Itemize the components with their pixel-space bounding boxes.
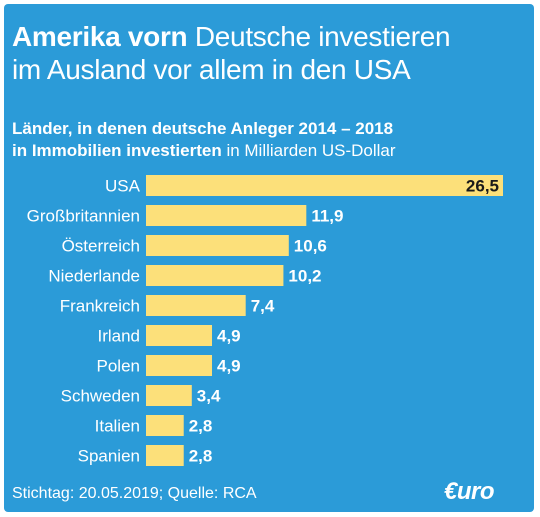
category-label: Irland [97, 327, 140, 346]
value-label: 4,9 [217, 327, 241, 346]
category-label: Schweden [61, 387, 140, 406]
value-label: 4,9 [217, 357, 241, 376]
headline-bold: Amerika vorn [12, 21, 188, 52]
value-label: 11,9 [311, 207, 343, 226]
category-label: Frankreich [60, 297, 140, 316]
bar [146, 325, 213, 346]
value-label: 7,4 [251, 297, 275, 316]
source-note: Stichtag: 20.05.2019; Quelle: RCA [12, 485, 257, 502]
category-label: Niederlande [48, 267, 140, 286]
category-label: Spanien [78, 447, 140, 466]
subtitle-line2-rest: in Milliarden US-Dollar [221, 141, 396, 160]
bar [146, 205, 307, 226]
bar [146, 355, 213, 376]
value-label: 26,5 [466, 177, 499, 196]
category-label: Österreich [62, 237, 140, 256]
subtitle-line2-bold: in Immobilien investierten [12, 141, 222, 160]
category-label: Großbritannien [27, 207, 140, 226]
value-label: 2,8 [189, 447, 213, 466]
subtitle-line1: Länder, in denen deutsche Anleger 2014 –… [12, 119, 394, 138]
euro-logo: €uro [444, 478, 495, 505]
headline: Amerika vorn Deutsche investieren im Aus… [12, 20, 527, 86]
category-label: USA [105, 177, 141, 196]
value-label: 2,8 [189, 417, 213, 436]
bar [146, 265, 284, 286]
value-label: 10,2 [288, 267, 321, 286]
bar [146, 415, 184, 436]
bar [146, 445, 184, 466]
category-label: Polen [97, 357, 140, 376]
bar [146, 235, 289, 256]
value-label: 3,4 [197, 387, 221, 406]
infographic-card: Amerika vorn Deutsche investieren im Aus… [4, 4, 534, 512]
bar [146, 295, 246, 316]
chart-subtitle: Länder, in denen deutsche Anleger 2014 –… [12, 118, 527, 162]
headline-line2: im Ausland vor allem in den USA [12, 54, 411, 85]
bar [146, 385, 192, 406]
headline-line1-rest: Deutsche investieren [187, 21, 451, 52]
bar [146, 175, 503, 196]
bar-chart: USA 26,5 Großbritannien 11,9 Österreich 10,6 N… [27, 175, 503, 466]
value-label: 10,6 [294, 237, 327, 256]
category-label: Italien [95, 417, 140, 436]
